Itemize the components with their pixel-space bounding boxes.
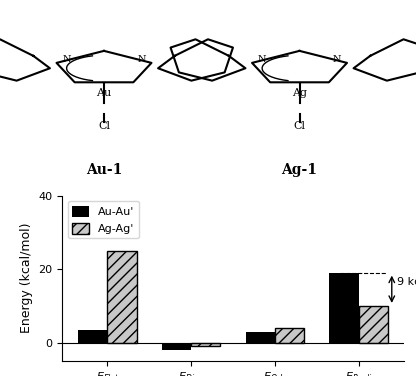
Bar (275, 328, 304, 343)
Text: Ag-1: Ag-1 (282, 162, 317, 177)
Text: Cl: Cl (294, 121, 305, 131)
Text: Au: Au (97, 88, 111, 98)
Text: Ag: Ag (292, 88, 307, 98)
Text: N: N (333, 56, 341, 64)
Text: 9 kcal/mol: 9 kcal/mol (397, 277, 416, 287)
Text: Cl: Cl (98, 121, 110, 131)
Bar (329, 273, 359, 343)
Text: N: N (137, 56, 146, 64)
Bar (245, 332, 275, 343)
Legend: Au-Au', Ag-Ag': Au-Au', Ag-Ag' (68, 201, 139, 238)
Bar (359, 306, 388, 343)
Text: N: N (62, 56, 71, 64)
Text: Au-1: Au-1 (86, 162, 122, 177)
Bar (162, 343, 191, 350)
Bar (78, 330, 107, 343)
Bar (107, 251, 136, 343)
Y-axis label: Energy (kcal/mol): Energy (kcal/mol) (20, 223, 33, 334)
Bar (191, 343, 220, 346)
Text: N: N (258, 56, 266, 64)
